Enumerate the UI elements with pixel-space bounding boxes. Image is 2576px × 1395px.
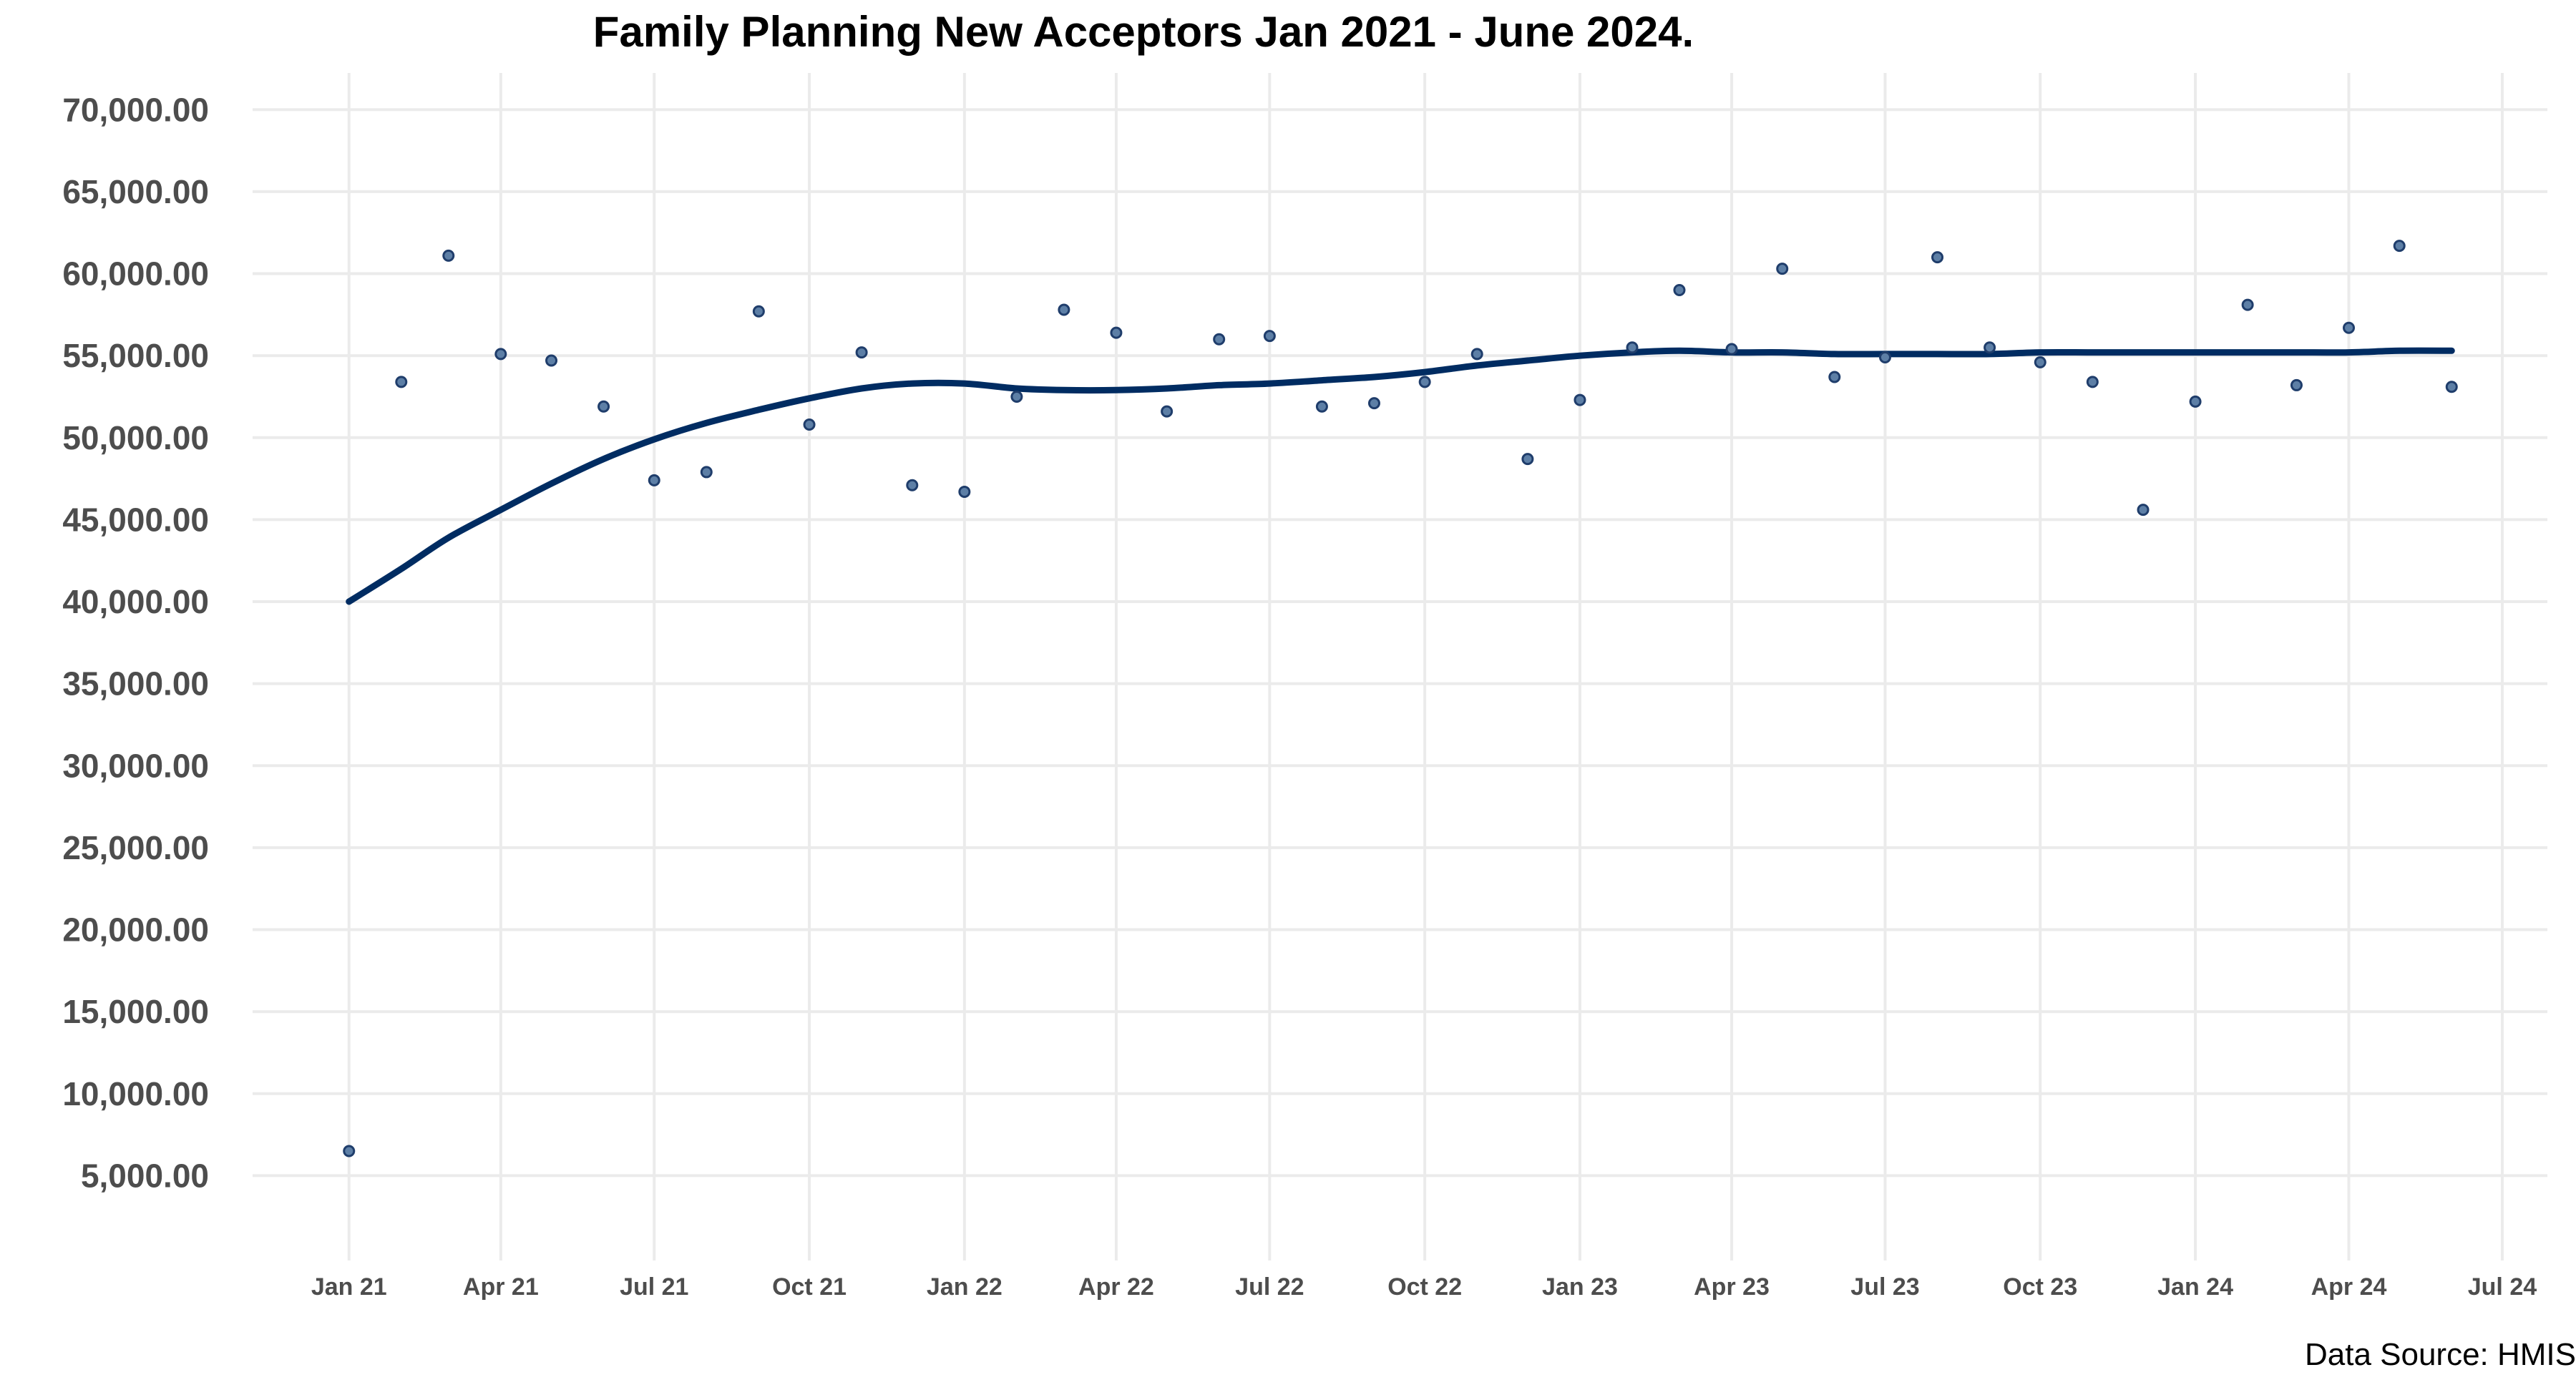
y-tick-label: 45,000.00	[62, 501, 209, 538]
data-point	[395, 376, 408, 388]
data-point	[1626, 341, 1639, 354]
data-point	[1058, 303, 1070, 316]
data-point	[958, 485, 971, 498]
x-tick-label: Apr 21	[463, 1273, 539, 1301]
chart-title: Family Planning New Acceptors Jan 2021 -…	[593, 8, 1694, 56]
data-point	[1418, 376, 1431, 388]
data-point	[597, 400, 610, 413]
y-tick-label: 65,000.00	[62, 173, 209, 210]
gridlines	[253, 73, 2547, 1261]
x-tick-label: Apr 24	[2311, 1273, 2387, 1301]
data-point	[442, 249, 455, 262]
x-tick-label: Jan 22	[927, 1273, 1002, 1301]
trend-series	[346, 347, 2455, 605]
y-tick-label: 55,000.00	[62, 337, 209, 374]
data-point	[1010, 390, 1023, 403]
x-tick-label: Oct 22	[1387, 1273, 1462, 1301]
x-tick-label: Jul 24	[2468, 1273, 2537, 1301]
x-tick-label: Apr 22	[1078, 1273, 1154, 1301]
y-axis-tick-labels: 5,000.00 10,000.00 15,000.00 20,000.00 25,00…	[62, 91, 209, 1194]
data-point	[2137, 504, 2150, 517]
data-point	[1984, 341, 1996, 354]
y-tick-label: 5,000.00	[81, 1157, 209, 1194]
data-point	[1878, 351, 1891, 363]
y-tick-label: 60,000.00	[62, 255, 209, 293]
data-point	[1931, 251, 1944, 264]
x-tick-label: Jan 23	[1542, 1273, 1618, 1301]
data-point	[1315, 400, 1328, 413]
data-point	[1673, 283, 1686, 296]
data-point	[1213, 333, 1226, 346]
y-tick-label: 50,000.00	[62, 419, 209, 456]
data-point	[343, 1145, 356, 1157]
data-points-series	[343, 240, 2458, 1157]
x-tick-label: Jan 24	[2157, 1273, 2233, 1301]
data-point	[1110, 326, 1123, 339]
y-tick-label: 35,000.00	[62, 665, 209, 703]
data-point	[1776, 263, 1789, 275]
x-tick-label: Jul 21	[620, 1273, 688, 1301]
data-point	[2343, 321, 2356, 334]
x-tick-label: Jul 23	[1850, 1273, 1919, 1301]
data-point	[2445, 381, 2458, 393]
y-tick-label: 15,000.00	[62, 993, 209, 1030]
data-point	[1828, 371, 1841, 383]
data-point	[2086, 376, 2099, 388]
data-point	[545, 354, 558, 367]
x-tick-label: Apr 23	[1694, 1273, 1770, 1301]
data-point	[1521, 453, 1534, 466]
data-point	[2034, 356, 2046, 368]
x-axis-tick-labels: Jan 21 Apr 21 Jul 21 Oct 21 Jan 22 Apr 22 Jul …	[311, 1273, 2537, 1301]
y-tick-label: 30,000.00	[62, 747, 209, 784]
data-point	[1367, 397, 1380, 410]
x-tick-label: Jan 21	[311, 1273, 387, 1301]
data-point	[2241, 298, 2254, 311]
data-point	[752, 305, 765, 318]
data-point	[494, 348, 507, 361]
data-point	[648, 474, 660, 486]
data-point	[906, 479, 919, 491]
data-point	[855, 346, 868, 359]
data-point	[1470, 348, 1483, 361]
data-point	[1574, 393, 1586, 406]
data-point	[700, 466, 713, 479]
data-point	[803, 418, 816, 431]
data-point	[1263, 330, 1276, 343]
data-point	[2393, 240, 2406, 253]
y-tick-label: 20,000.00	[62, 911, 209, 949]
x-tick-label: Oct 21	[772, 1273, 847, 1301]
y-tick-label: 10,000.00	[62, 1075, 209, 1112]
data-point	[2290, 378, 2303, 391]
y-tick-label: 40,000.00	[62, 583, 209, 620]
x-tick-label: Jul 22	[1235, 1273, 1304, 1301]
data-point	[1725, 343, 1738, 356]
x-tick-label: Oct 23	[2003, 1273, 2077, 1301]
trend-line	[346, 347, 2455, 605]
data-point	[2189, 395, 2202, 408]
y-tick-label: 25,000.00	[62, 829, 209, 866]
data-source-caption: Data Source: HMIS	[2305, 1337, 2576, 1372]
y-tick-label: 70,000.00	[62, 91, 209, 128]
data-point	[1161, 405, 1174, 418]
